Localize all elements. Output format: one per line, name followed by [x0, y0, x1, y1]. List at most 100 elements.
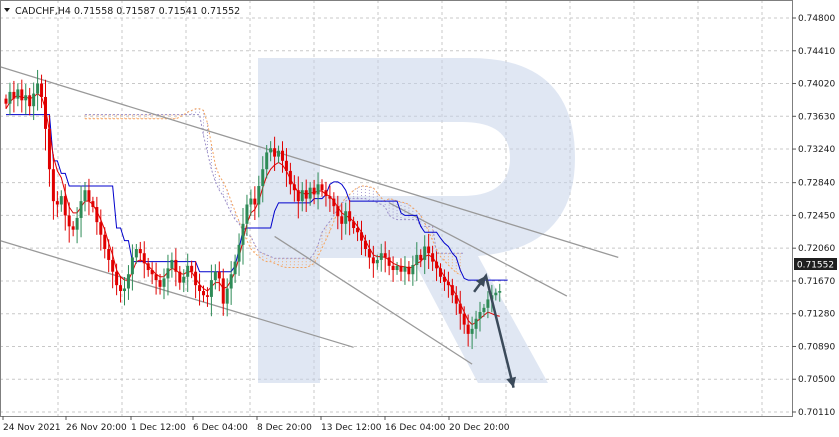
candle-body — [162, 278, 166, 287]
candle-body — [138, 249, 142, 254]
plot-frame — [0, 0, 793, 417]
candle-body — [71, 226, 75, 230]
candle-body — [233, 261, 237, 275]
candle-body — [119, 285, 123, 292]
candle-body — [134, 249, 138, 258]
y-tick-label: 0.73240 — [798, 145, 835, 155]
candle-body — [352, 221, 356, 229]
candle-body — [241, 223, 245, 245]
candle-body — [257, 186, 261, 205]
candle-body — [446, 281, 450, 286]
candle-body — [284, 160, 288, 171]
candle-body — [63, 196, 67, 216]
candle-body — [332, 198, 336, 207]
candle-body — [344, 211, 348, 224]
candle-body — [292, 184, 296, 191]
candle-body — [44, 96, 47, 129]
candle-body — [130, 257, 134, 275]
candle-body — [67, 215, 71, 227]
candle-body — [363, 240, 367, 250]
y-tick-label: 0.71670 — [798, 277, 835, 287]
senkou-span-b — [85, 114, 465, 259]
candle-body — [28, 95, 32, 107]
candle-body — [123, 288, 126, 292]
channel-line — [0, 66, 619, 259]
y-tick-label: 0.72840 — [798, 179, 835, 189]
candle-body — [91, 201, 95, 208]
candle-body — [360, 232, 363, 241]
candle-body — [470, 328, 474, 334]
candle-body — [261, 169, 265, 187]
candle-body — [336, 206, 340, 217]
x-tick-label: 26 Nov 20:00 — [66, 423, 127, 433]
candle-body — [186, 265, 190, 277]
candle-body — [391, 265, 395, 271]
x-tick-label: 20 Dec 20:00 — [449, 423, 510, 433]
time-axis: 24 Nov 2021 26 Nov 20:00 1 Dec 12:00 6 Dec … — [2, 416, 510, 433]
candle-body — [269, 148, 273, 153]
candle-body — [107, 249, 111, 260]
candle-body — [367, 249, 371, 258]
candle-body — [51, 169, 55, 202]
price-badge: 0.71552 — [794, 258, 837, 271]
candle-body — [142, 253, 146, 264]
candle-body — [308, 187, 312, 199]
candle-body — [494, 292, 498, 296]
candle-body — [328, 196, 332, 199]
candle-body — [277, 150, 281, 157]
candle-body — [348, 211, 352, 222]
candle-body — [182, 276, 186, 283]
candle-body — [103, 234, 107, 250]
price-badge-label: 0.71552 — [797, 261, 834, 271]
candle-body — [324, 190, 328, 197]
candle-body — [111, 259, 115, 272]
candle-body — [79, 201, 83, 218]
candle-body — [166, 268, 170, 279]
candle-body — [478, 312, 482, 319]
candle-body — [245, 204, 249, 224]
price-axis: 0.74800 0.74410 0.74020 0.73630 0.73240 0.728… — [792, 14, 835, 418]
y-tick-label: 0.74410 — [798, 47, 835, 57]
channel-line — [0, 240, 354, 348]
candle-body — [462, 313, 466, 325]
y-tick-label: 0.70890 — [798, 342, 835, 352]
forecast-arrow — [473, 273, 517, 388]
y-tick-label: 0.74800 — [798, 14, 835, 24]
candle-body — [296, 190, 300, 202]
candle-body — [194, 271, 198, 286]
candle-body — [55, 201, 59, 205]
trend-channel-lines — [0, 66, 619, 365]
candle-body — [435, 261, 439, 269]
candle-body — [454, 295, 458, 304]
candle-body — [47, 128, 51, 170]
candle-body — [340, 216, 344, 224]
channel-line — [388, 202, 568, 297]
candle-body — [312, 187, 316, 195]
chevron-down-icon[interactable] — [4, 8, 10, 12]
candle-body — [115, 271, 119, 286]
candle-body — [83, 190, 87, 202]
channel-line — [274, 235, 473, 365]
candle-body — [450, 285, 454, 296]
candle-body — [40, 83, 44, 97]
candle-body — [213, 271, 217, 281]
candle-body — [474, 318, 478, 329]
candle-body — [395, 265, 399, 271]
candle-body — [8, 91, 12, 104]
y-tick-label: 0.74020 — [798, 80, 835, 90]
candle-body — [225, 288, 229, 304]
candle-body — [458, 303, 462, 314]
candle-body — [442, 276, 446, 282]
candle-body — [249, 198, 253, 205]
x-tick-label: 8 Dec 20:00 — [257, 423, 312, 433]
candle-body — [75, 217, 79, 230]
plot-area — [0, 66, 619, 388]
candle-body — [229, 274, 233, 289]
candle-body — [36, 83, 40, 94]
candle-body — [209, 280, 213, 297]
candle-body — [87, 190, 91, 202]
candle-body — [126, 274, 130, 289]
candle-body — [427, 246, 431, 254]
candle-body — [20, 89, 24, 101]
